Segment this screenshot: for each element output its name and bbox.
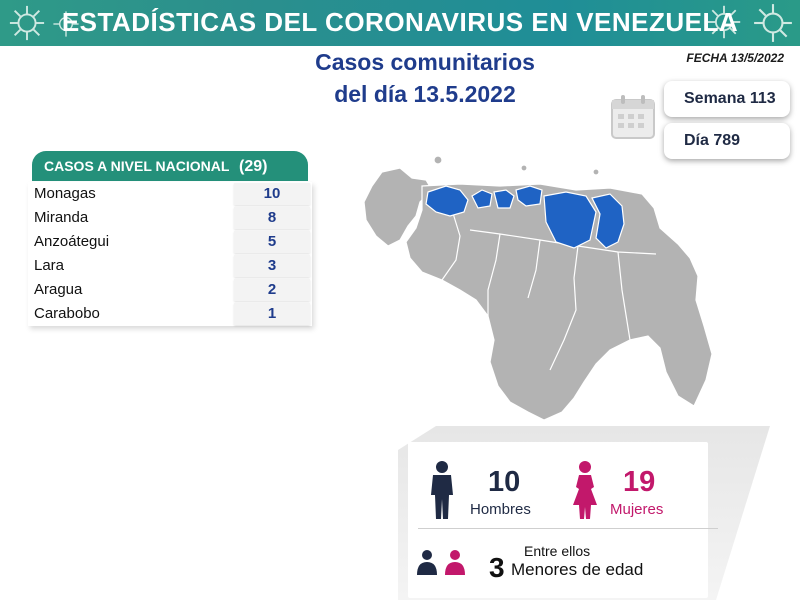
state-value: 2 (267, 281, 277, 298)
table-row: Miranda 8 (28, 206, 312, 230)
state-name: Anzoátegui (34, 233, 110, 250)
map-state-carabobo (471, 189, 493, 209)
subtitle-line-1: Casos comunitarios (315, 49, 535, 75)
value-cell-bg (234, 255, 310, 277)
table-row: Monagas 10 (28, 182, 312, 206)
state-name: Aragua (34, 281, 83, 298)
state-value: 10 (263, 185, 281, 202)
male-figure-icon (431, 461, 453, 519)
value-cell-bg (234, 183, 310, 205)
female-figure-icon (573, 461, 597, 519)
menores-label: Menores de edad (511, 560, 644, 579)
header-banner: ESTADÍSTICAS DEL CORONAVIRUS EN VENEZUEL… (0, 0, 800, 46)
value-cell-bg (234, 231, 310, 253)
state-name: Lara (34, 257, 65, 274)
virus-icon (9, 5, 45, 41)
value-cell-bg (234, 207, 310, 229)
subtitle-line-2: del día 13.5.2022 (334, 81, 516, 107)
state-name: Monagas (34, 185, 96, 202)
map-state-miranda (515, 185, 543, 207)
casos-nacional-total: (29) (239, 158, 268, 175)
menores-count: 3 (489, 552, 505, 583)
virus-icon (53, 11, 79, 37)
casos-nacional-label: CASOS A NIVEL NACIONAL (44, 158, 230, 174)
casos-table: Monagas 10 Miranda 8 Anzoátegui 5 Lara 3… (28, 182, 312, 326)
children-icon (417, 550, 465, 575)
banner-title: ESTADÍSTICAS DEL CORONAVIRUS EN VENEZUEL… (61, 7, 739, 37)
page-subtitle: Casos comunitarios del día 13.5.2022 (280, 46, 570, 110)
table-row: Carabobo 1 (28, 302, 312, 326)
map-state-lara (425, 185, 469, 217)
map-state-anzoategui (543, 191, 597, 249)
panel-divider (418, 528, 718, 529)
value-cell-bg (234, 279, 310, 301)
dia-badge: Día 789 (664, 123, 790, 159)
state-value: 3 (267, 257, 277, 274)
menores-intro: Entre ellos (524, 543, 591, 559)
mujeres-label: Mujeres (610, 501, 664, 518)
map-state-monagas (591, 193, 625, 249)
calendar-icon (611, 95, 655, 139)
demographics-panel: 10 Hombres 19 Mujeres Entre ellos 3 Meno… (398, 426, 770, 600)
mujeres-count: 19 (623, 466, 656, 498)
map-landmass (363, 167, 433, 247)
table-row: Lara 3 (28, 254, 312, 278)
casos-nacional-header: CASOS A NIVEL NACIONAL (29) (32, 151, 308, 181)
hombres-label: Hombres (470, 501, 531, 518)
semana-badge: Semana 113 (664, 81, 790, 117)
state-name: Miranda (34, 209, 89, 226)
virus-icon (754, 4, 792, 42)
state-value: 8 (267, 209, 277, 226)
state-value: 1 (267, 305, 277, 322)
table-row: Anzoátegui 5 (28, 230, 312, 254)
hombres-count: 10 (488, 466, 521, 498)
virus-icon (707, 5, 741, 39)
value-cell-bg (234, 303, 310, 325)
state-name: Carabobo (34, 305, 100, 322)
state-value: 5 (267, 233, 277, 250)
map-state-aragua (493, 189, 515, 209)
venezuela-map (363, 155, 713, 421)
fecha-label: FECHA 13/5/2022 (686, 51, 784, 65)
table-row: Aragua 2 (28, 278, 312, 302)
